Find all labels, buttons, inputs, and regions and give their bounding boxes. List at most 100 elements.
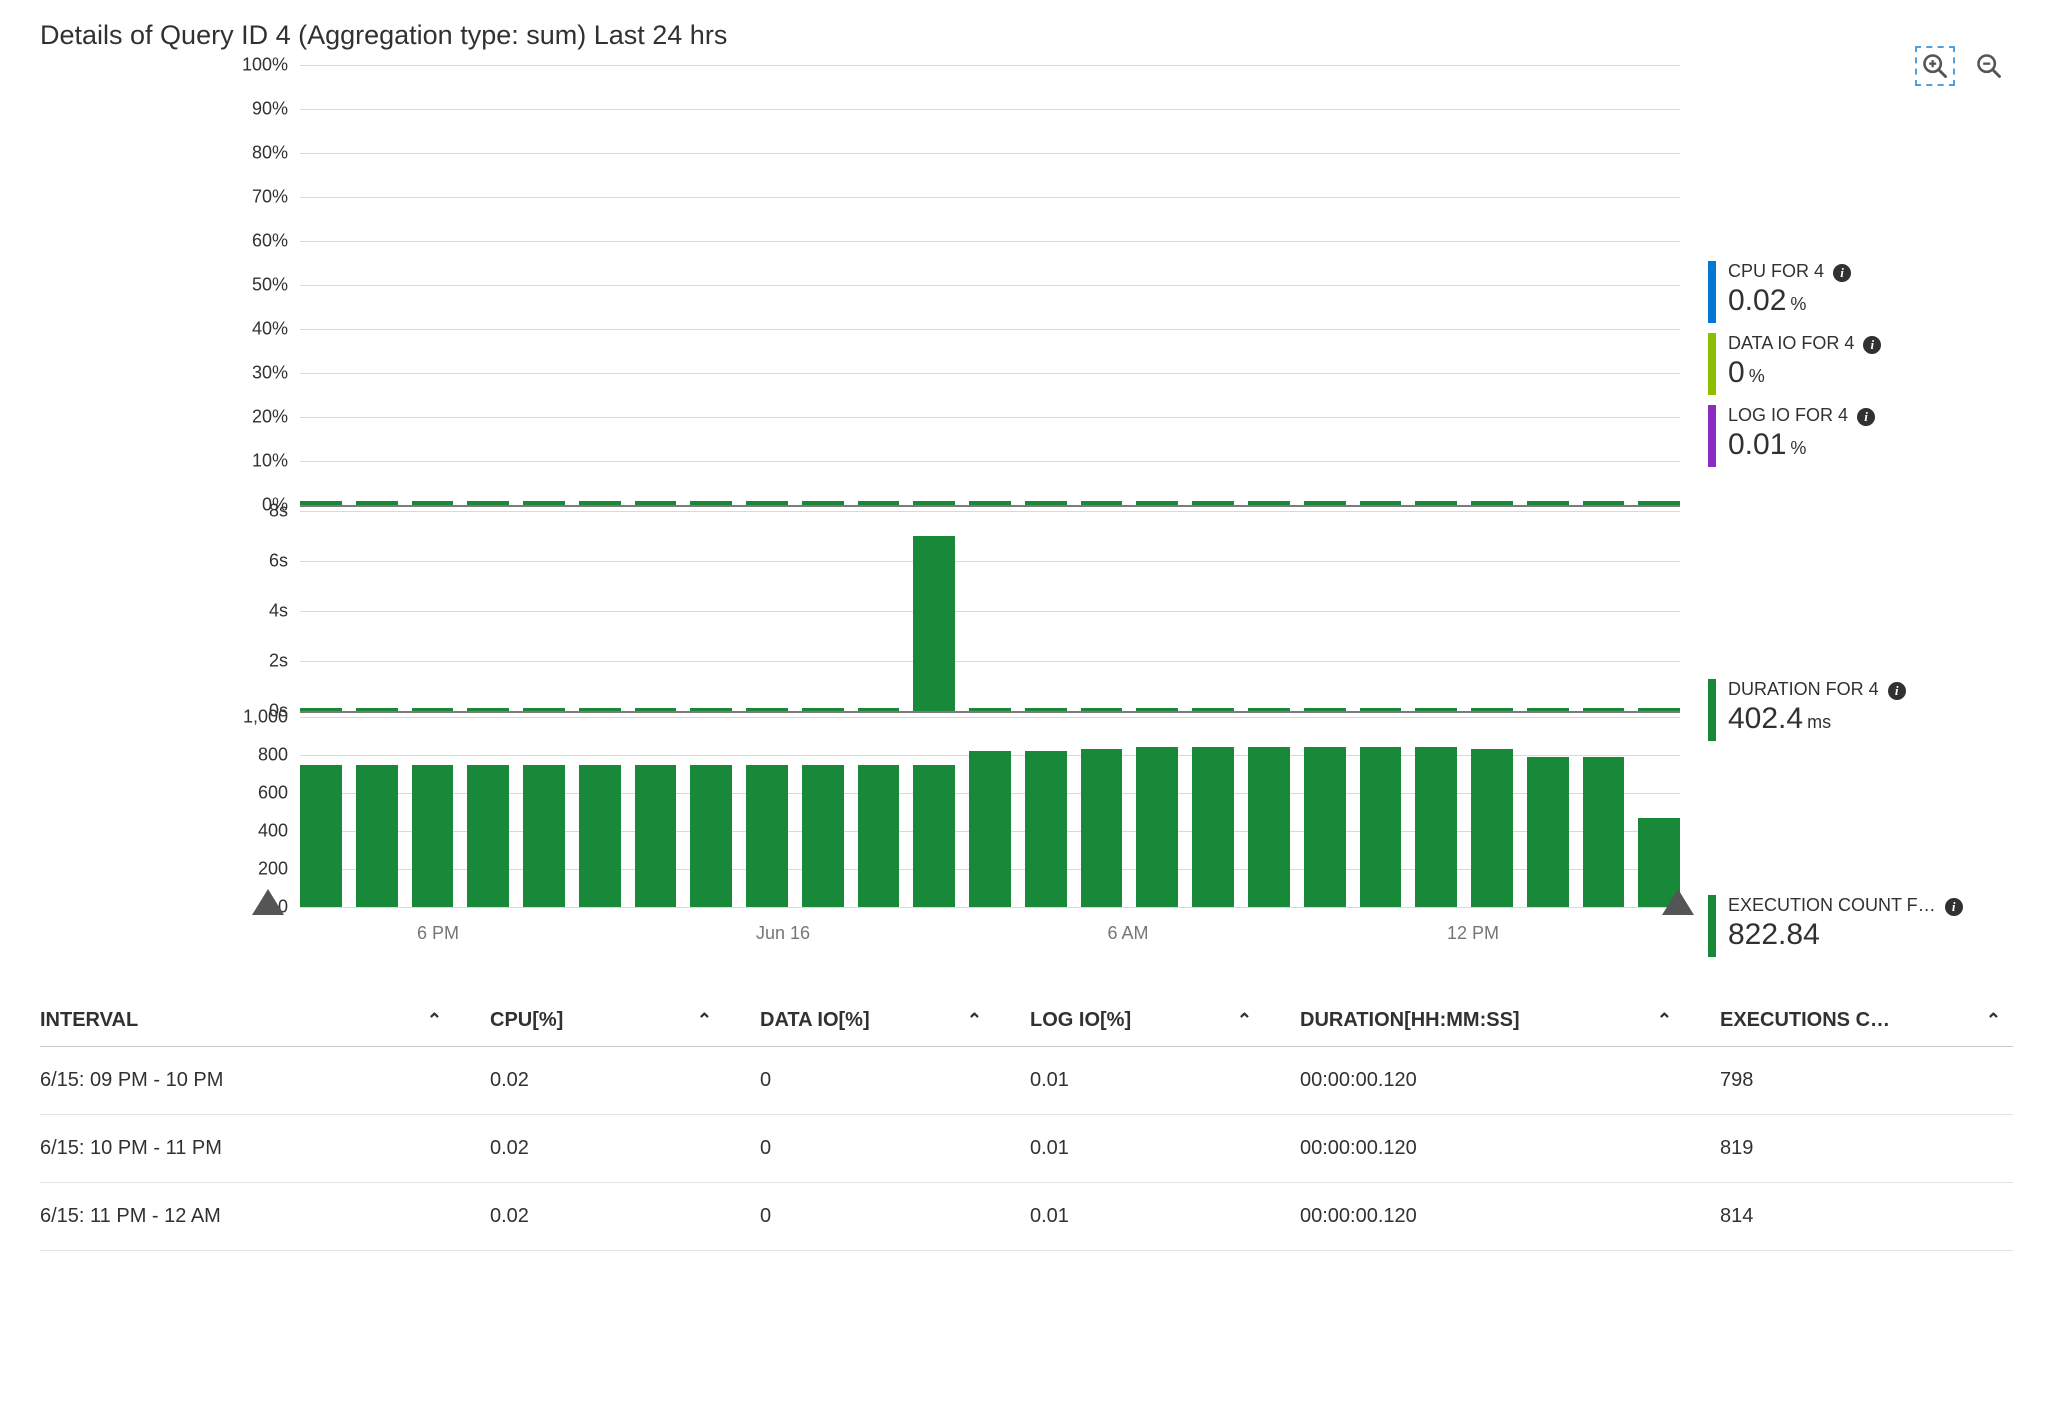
bar[interactable] bbox=[690, 501, 732, 505]
bar[interactable] bbox=[858, 501, 900, 505]
bar[interactable] bbox=[1081, 708, 1123, 711]
bar[interactable] bbox=[1415, 747, 1457, 907]
bar[interactable] bbox=[1583, 708, 1625, 711]
column-header[interactable]: DATA IO[%]⌃ bbox=[760, 995, 1030, 1046]
bar[interactable] bbox=[579, 501, 621, 505]
bar[interactable] bbox=[467, 501, 509, 505]
bar[interactable] bbox=[1304, 708, 1346, 711]
column-header[interactable]: EXECUTIONS C…⌃ bbox=[1720, 995, 2013, 1046]
bar[interactable] bbox=[579, 708, 621, 711]
info-icon[interactable]: i bbox=[1945, 898, 1963, 916]
bar[interactable] bbox=[858, 708, 900, 711]
bar[interactable] bbox=[1471, 708, 1513, 711]
bar[interactable] bbox=[356, 708, 398, 711]
bar[interactable] bbox=[356, 501, 398, 505]
bar[interactable] bbox=[412, 708, 454, 711]
bar[interactable] bbox=[802, 708, 844, 711]
bar[interactable] bbox=[1415, 708, 1457, 711]
bar[interactable] bbox=[356, 765, 398, 908]
bar[interactable] bbox=[1638, 708, 1680, 711]
bar[interactable] bbox=[1025, 501, 1067, 505]
bar[interactable] bbox=[1248, 501, 1290, 505]
bar[interactable] bbox=[802, 501, 844, 505]
bar[interactable] bbox=[635, 765, 677, 908]
info-icon[interactable]: i bbox=[1833, 264, 1851, 282]
column-label: LOG IO[%] bbox=[1030, 1009, 1131, 1032]
execution-count-chart: 1,0008006004002000 bbox=[40, 717, 1680, 907]
table-row[interactable]: 6/15: 11 PM - 12 AM0.0200.0100:00:00.120… bbox=[40, 1183, 2013, 1251]
bar[interactable] bbox=[1527, 501, 1569, 505]
bar[interactable] bbox=[1304, 747, 1346, 907]
bar[interactable] bbox=[1527, 708, 1569, 711]
y-tick-label: 10% bbox=[252, 451, 288, 472]
bar[interactable] bbox=[1415, 501, 1457, 505]
bar[interactable] bbox=[1471, 501, 1513, 505]
bar[interactable] bbox=[969, 708, 1011, 711]
bar[interactable] bbox=[1248, 747, 1290, 907]
bar[interactable] bbox=[467, 765, 509, 908]
bar[interactable] bbox=[1136, 747, 1178, 907]
column-label: EXECUTIONS C… bbox=[1720, 1009, 1890, 1032]
bar[interactable] bbox=[412, 765, 454, 908]
bar[interactable] bbox=[913, 536, 955, 711]
legend-swatch bbox=[1708, 333, 1716, 395]
bar[interactable] bbox=[1192, 708, 1234, 711]
bar[interactable] bbox=[1360, 708, 1402, 711]
bar[interactable] bbox=[802, 765, 844, 908]
column-header[interactable]: INTERVAL⌃ bbox=[40, 995, 490, 1046]
bar[interactable] bbox=[1583, 757, 1625, 907]
bar[interactable] bbox=[746, 501, 788, 505]
table-row[interactable]: 6/15: 10 PM - 11 PM0.0200.0100:00:00.120… bbox=[40, 1115, 2013, 1183]
bar[interactable] bbox=[1471, 749, 1513, 907]
table-cell: 0.01 bbox=[1030, 1115, 1300, 1182]
bar[interactable] bbox=[1304, 501, 1346, 505]
bar[interactable] bbox=[1583, 501, 1625, 505]
bar[interactable] bbox=[523, 765, 565, 908]
info-icon[interactable]: i bbox=[1857, 408, 1875, 426]
bar[interactable] bbox=[1025, 708, 1067, 711]
bar[interactable] bbox=[635, 501, 677, 505]
bar[interactable] bbox=[1248, 708, 1290, 711]
column-header[interactable]: LOG IO[%]⌃ bbox=[1030, 995, 1300, 1046]
bar[interactable] bbox=[1081, 501, 1123, 505]
metrics-percent-chart: 100%90%80%70%60%50%40%30%20%10%0% bbox=[40, 65, 1680, 505]
table-cell: 00:00:00.120 bbox=[1300, 1115, 1720, 1182]
bar[interactable] bbox=[690, 765, 732, 908]
bar[interactable] bbox=[523, 708, 565, 711]
column-header[interactable]: DURATION[HH:MM:SS]⌃ bbox=[1300, 995, 1720, 1046]
bar[interactable] bbox=[1360, 747, 1402, 907]
bar[interactable] bbox=[746, 765, 788, 908]
bar[interactable] bbox=[913, 765, 955, 908]
bar[interactable] bbox=[1638, 501, 1680, 505]
bar[interactable] bbox=[579, 765, 621, 908]
table-cell: 00:00:00.120 bbox=[1300, 1047, 1720, 1114]
table-header: INTERVAL⌃CPU[%]⌃DATA IO[%]⌃LOG IO[%]⌃DUR… bbox=[40, 995, 2013, 1047]
bar[interactable] bbox=[412, 501, 454, 505]
bar[interactable] bbox=[690, 708, 732, 711]
bar[interactable] bbox=[1192, 501, 1234, 505]
bar[interactable] bbox=[523, 501, 565, 505]
bar[interactable] bbox=[1136, 708, 1178, 711]
bar[interactable] bbox=[467, 708, 509, 711]
bar[interactable] bbox=[1136, 501, 1178, 505]
column-header[interactable]: CPU[%]⌃ bbox=[490, 995, 760, 1046]
info-icon[interactable]: i bbox=[1863, 336, 1881, 354]
bar[interactable] bbox=[300, 765, 342, 908]
bar[interactable] bbox=[858, 765, 900, 908]
bar[interactable] bbox=[1025, 751, 1067, 907]
bar[interactable] bbox=[1081, 749, 1123, 907]
bar[interactable] bbox=[300, 708, 342, 711]
table-row[interactable]: 6/15: 09 PM - 10 PM0.0200.0100:00:00.120… bbox=[40, 1047, 2013, 1115]
range-handle-left[interactable] bbox=[252, 889, 284, 915]
table-cell: 0 bbox=[760, 1115, 1030, 1182]
bar[interactable] bbox=[1360, 501, 1402, 505]
bar[interactable] bbox=[1192, 747, 1234, 907]
bar[interactable] bbox=[969, 751, 1011, 907]
bar[interactable] bbox=[746, 708, 788, 711]
bar[interactable] bbox=[635, 708, 677, 711]
bar[interactable] bbox=[913, 501, 955, 505]
bar[interactable] bbox=[1527, 757, 1569, 907]
info-icon[interactable]: i bbox=[1888, 682, 1906, 700]
bar[interactable] bbox=[300, 501, 342, 505]
bar[interactable] bbox=[969, 501, 1011, 505]
